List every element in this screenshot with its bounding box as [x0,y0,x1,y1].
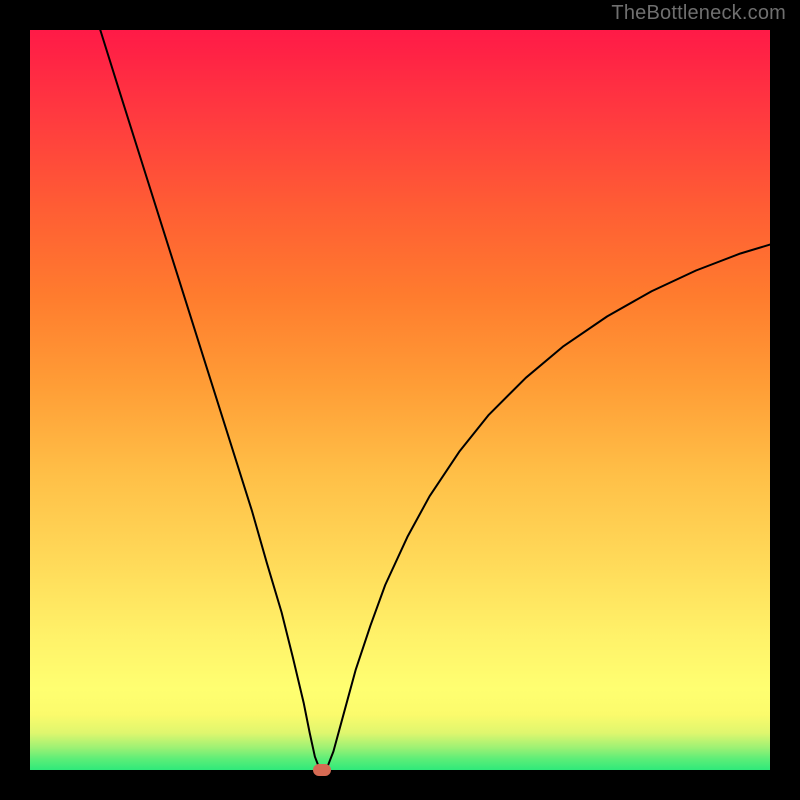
bottleneck-curve [30,30,770,770]
watermark-text: TheBottleneck.com [611,2,786,25]
chart-frame: TheBottleneck.com [0,0,800,800]
plot-area [30,30,770,770]
optimal-marker [313,764,331,776]
curve-path [100,30,770,770]
